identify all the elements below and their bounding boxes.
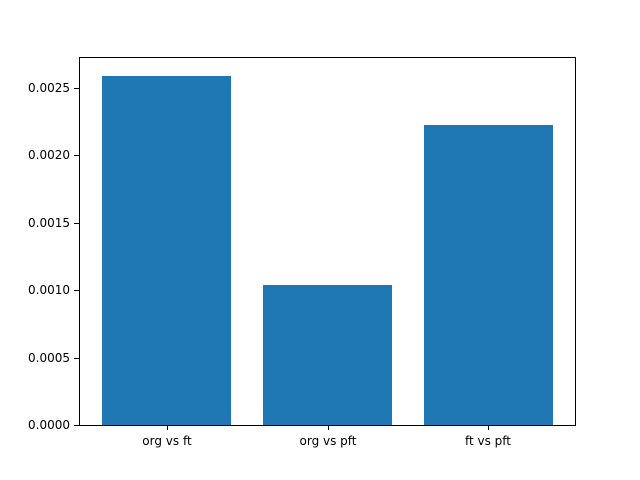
x-tick-mark — [328, 426, 329, 430]
y-tick-label: 0.0015 — [28, 216, 70, 230]
y-tick-label: 0.0025 — [28, 81, 70, 95]
bar-org-vs-pft — [263, 285, 392, 425]
x-tick-mark — [488, 426, 489, 430]
y-tick-label: 0.0010 — [28, 283, 70, 297]
x-tick-label-org-vs-ft: org vs ft — [142, 434, 192, 448]
y-tick-label: 0.0020 — [28, 148, 70, 162]
x-tick-label-ft-vs-pft: ft vs pft — [464, 434, 512, 448]
y-tick-label: 0.0000 — [28, 418, 70, 432]
bar-org-vs-ft — [102, 76, 231, 425]
plot-area — [79, 57, 576, 426]
y-tick-mark — [74, 425, 79, 426]
x-tick-label-org-vs-pft: org vs pft — [299, 434, 357, 448]
y-tick-mark — [74, 223, 79, 224]
y-tick-mark — [74, 358, 79, 359]
y-tick-mark — [74, 290, 79, 291]
y-tick-label: 0.0005 — [28, 351, 70, 365]
y-tick-mark — [74, 155, 79, 156]
x-tick-mark — [167, 426, 168, 430]
y-tick-mark — [74, 88, 79, 89]
bar-ft-vs-pft — [424, 125, 553, 425]
